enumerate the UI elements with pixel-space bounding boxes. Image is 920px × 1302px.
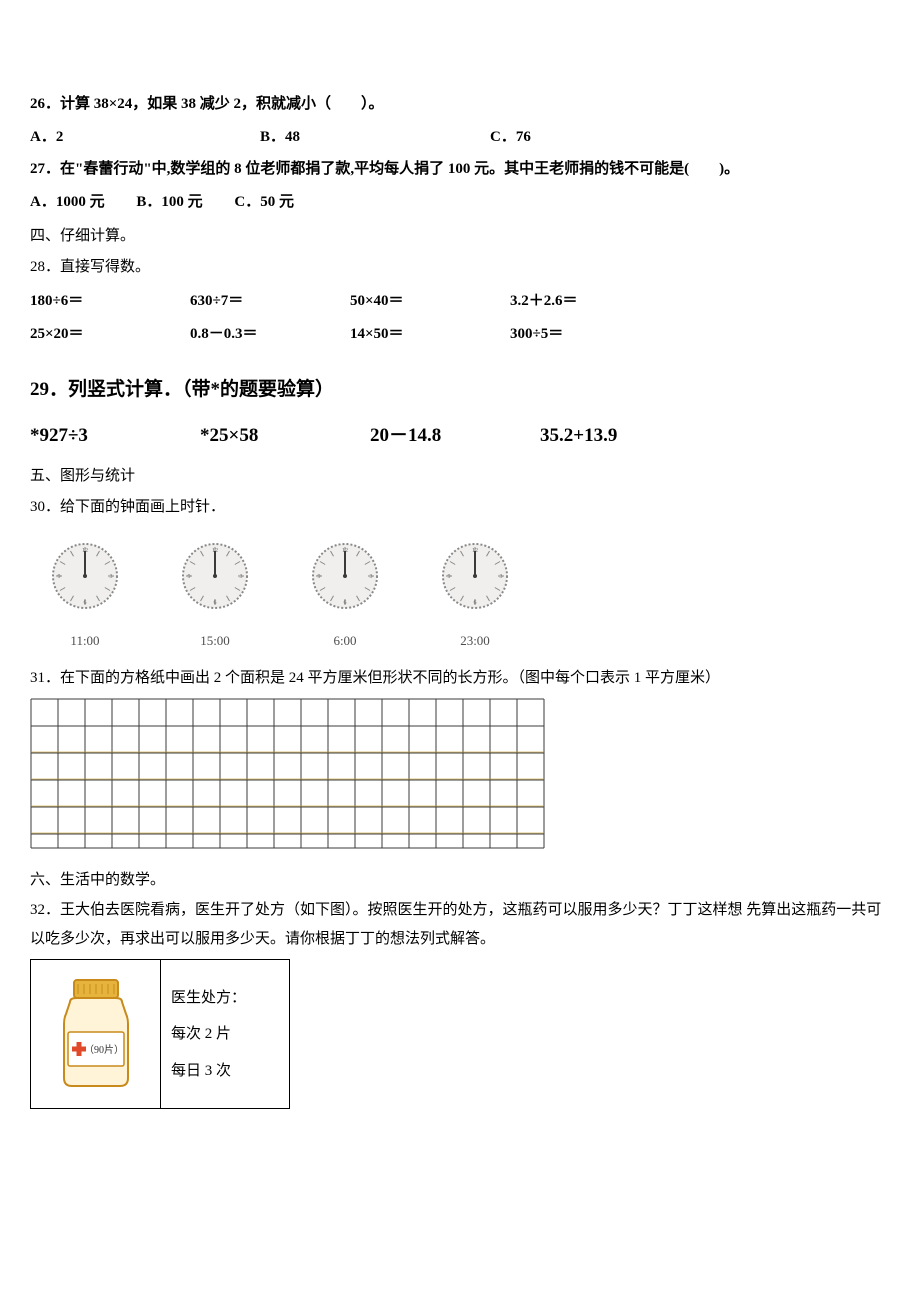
section-4-heading: 四、仔细计算。 — [30, 222, 890, 251]
clock-face-icon: 12369 — [50, 541, 120, 611]
calc-item: 300÷5＝ — [510, 320, 670, 349]
vert-item: 35.2+13.9 — [540, 418, 710, 454]
q30-heading: 30．给下面的钟面画上时针． — [30, 493, 890, 522]
svg-text:6: 6 — [84, 600, 87, 606]
q26-options: A．2 B．48 C．76 — [30, 123, 890, 152]
grid-paper — [30, 698, 890, 860]
q26-text: 26．计算 38×24，如果 38 减少 2，积就减小（ ）。 — [30, 90, 890, 119]
q27-options: A．1000 元 B．100 元 C．50 元 — [30, 188, 890, 217]
clock-item: 12369 6:00 — [310, 541, 380, 654]
q28-row2: 25×20＝ 0.8－0.3＝ 14×50＝ 300÷5＝ — [30, 320, 890, 349]
q27-opt-a: A．1000 元 — [30, 194, 105, 210]
clock-label: 23:00 — [460, 629, 490, 654]
prescription-text: 医生处方： 每次 2 片 每日 3 次 — [161, 960, 289, 1108]
calc-item: 3.2＋2.6＝ — [510, 287, 670, 316]
clock-face-icon: 12369 — [440, 541, 510, 611]
calc-item: 180÷6＝ — [30, 287, 190, 316]
clock-label: 11:00 — [70, 629, 99, 654]
clock-label: 6:00 — [333, 629, 356, 654]
svg-text:3: 3 — [370, 574, 373, 580]
calc-item: 25×20＝ — [30, 320, 190, 349]
vert-item: *927÷3 — [30, 418, 200, 454]
q28-row1: 180÷6＝ 630÷7＝ 50×40＝ 3.2＋2.6＝ — [30, 287, 890, 316]
vert-item: 20－14.8 — [370, 418, 540, 454]
clock-item: 12369 15:00 — [180, 541, 250, 654]
pill-bottle-icon: （90片） — [46, 974, 146, 1094]
calc-item: 14×50＝ — [350, 320, 510, 349]
q29-items: *927÷3 *25×58 20－14.8 35.2+13.9 — [30, 418, 890, 454]
clock-face-icon: 12369 — [180, 541, 250, 611]
clock-row: 12369 11:00 12369 15:00 — [50, 541, 890, 654]
q31-heading: 31．在下面的方格纸中画出 2 个面积是 24 平方厘米但形状不同的长方形。（图… — [30, 664, 890, 693]
pill-bottle-cell: （90片） — [31, 960, 161, 1108]
svg-text:9: 9 — [58, 574, 61, 580]
clock-item: 12369 23:00 — [440, 541, 510, 654]
rx-line1: 每次 2 片 — [171, 1020, 279, 1049]
q27-opt-b: B．100 元 — [136, 194, 202, 210]
svg-text:9: 9 — [188, 574, 191, 580]
q27-text: 27．在"春蕾行动"中,数学组的 8 位老师都捐了款,平均每人捐了 100 元。… — [30, 155, 890, 184]
calc-item: 50×40＝ — [350, 287, 510, 316]
q26-opt-c: C．76 — [490, 123, 720, 152]
svg-text:3: 3 — [110, 574, 113, 580]
q29-heading: 29．列竖式计算．（带*的题要验算） — [30, 372, 890, 408]
svg-text:6: 6 — [214, 600, 217, 606]
calc-item: 630÷7＝ — [190, 287, 350, 316]
clock-item: 12369 11:00 — [50, 541, 120, 654]
q26-opt-a: A．2 — [30, 123, 260, 152]
svg-text:3: 3 — [240, 574, 243, 580]
vert-item: *25×58 — [200, 418, 370, 454]
svg-text:9: 9 — [448, 574, 451, 580]
section-5-heading: 五、图形与统计 — [30, 462, 890, 491]
section-6-heading: 六、生活中的数学。 — [30, 866, 890, 895]
q32-heading: 32．王大伯去医院看病，医生开了处方（如下图）。按照医生开的处方，这瓶药可以服用… — [30, 896, 890, 953]
calc-item: 0.8－0.3＝ — [190, 320, 350, 349]
bottle-text: （90片） — [84, 1043, 124, 1056]
q28-heading: 28．直接写得数。 — [30, 253, 890, 282]
svg-text:6: 6 — [474, 600, 477, 606]
grid-icon — [30, 698, 545, 849]
clock-label: 15:00 — [200, 629, 230, 654]
svg-text:3: 3 — [500, 574, 503, 580]
q27-opt-c: C．50 元 — [234, 194, 294, 210]
rx-line2: 每日 3 次 — [171, 1057, 279, 1086]
clock-face-icon: 12369 — [310, 541, 380, 611]
prescription-block: （90片） 医生处方： 每次 2 片 每日 3 次 — [30, 959, 290, 1109]
svg-text:6: 6 — [344, 600, 347, 606]
svg-text:9: 9 — [318, 574, 321, 580]
q26-opt-b: B．48 — [260, 123, 490, 152]
rx-title: 医生处方： — [171, 984, 279, 1013]
